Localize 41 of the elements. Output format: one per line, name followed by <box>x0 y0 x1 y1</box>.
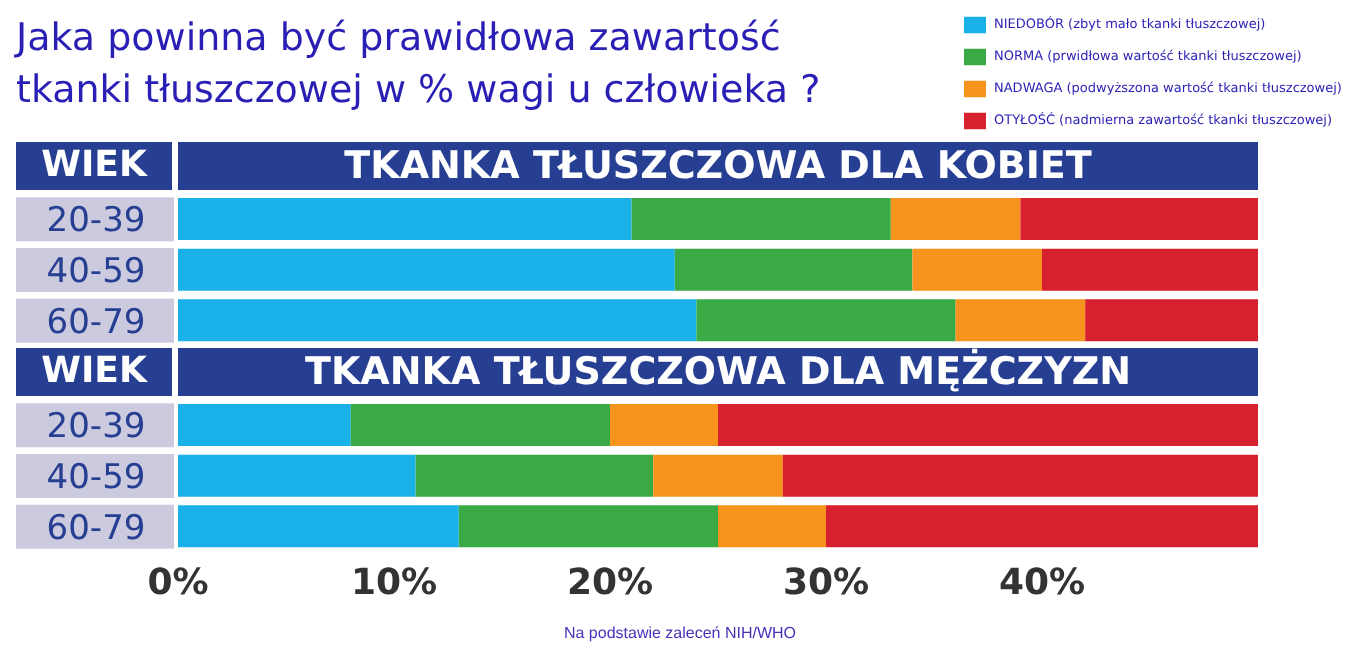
bar <box>890 198 1021 240</box>
chart-subtitle: TKANKA TŁUSZCZOWA DLA KOBIET <box>178 142 1258 190</box>
x-tick-label: 10% <box>350 561 438 604</box>
y-tick-label: 60-79 <box>46 302 146 343</box>
bar <box>955 299 1086 342</box>
chart-title: TKANKA TŁUSZCZOWA DLA MĘŻCZYZN <box>178 348 1258 396</box>
bar <box>350 404 610 446</box>
text: Na podstawie zaleceń NIH/WHO <box>563 624 797 642</box>
bar <box>178 505 459 548</box>
y-tick-label: 40-59 <box>46 458 146 498</box>
bar <box>458 505 718 548</box>
bar <box>178 404 351 446</box>
bar <box>178 198 632 240</box>
y-axis-title: WIEK <box>16 142 172 190</box>
bar <box>696 299 956 342</box>
bar <box>653 454 783 497</box>
x-tick-label: 40% <box>998 561 1086 604</box>
bar <box>1042 248 1258 291</box>
bar <box>415 454 654 497</box>
bar <box>178 454 416 497</box>
y-tick-label: 20-39 <box>46 407 146 448</box>
bar <box>610 404 718 446</box>
bar <box>718 404 1258 446</box>
x-tick-label: 30% <box>782 561 870 604</box>
x-tick-label: 20% <box>566 561 654 604</box>
bar <box>1020 198 1258 240</box>
bar <box>631 198 891 240</box>
y-axis-title: WIEK <box>16 348 172 396</box>
bar <box>178 248 675 291</box>
y-tick-label: 40-59 <box>46 252 146 292</box>
y-tick-label: 60-79 <box>46 508 146 549</box>
bar <box>912 248 1042 291</box>
x-tick-label: 0% <box>147 561 209 604</box>
bar <box>782 454 1258 497</box>
bar <box>674 248 913 291</box>
chart-title: Jaka powinna być prawidłowa zawartość tkanki tłuszczowej w % wagi u człowieka ? <box>16 14 823 116</box>
bar <box>1085 299 1258 342</box>
bar <box>826 505 1258 548</box>
y-tick-label: 20-39 <box>46 201 146 242</box>
bar <box>178 299 697 342</box>
bar <box>718 505 826 548</box>
